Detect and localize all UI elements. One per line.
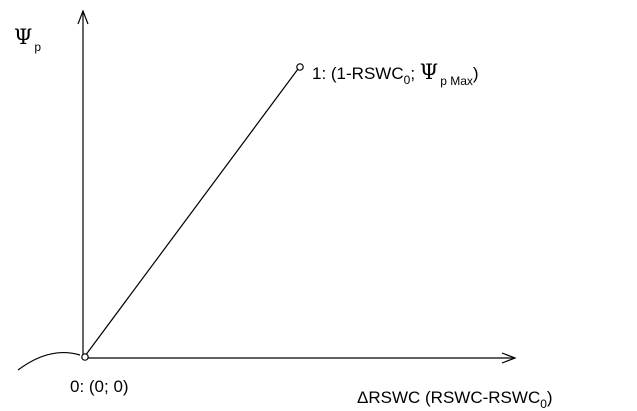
x-axis-arrowhead (501, 352, 517, 364)
x-axis-label: ΔRSWC (RSWC-RSWC0) (357, 388, 553, 411)
y-axis-arrowhead (77, 9, 89, 25)
point-1-marker (296, 63, 304, 71)
origin-curve (17, 352, 81, 371)
point-0-marker (81, 353, 89, 361)
point-0-label: 0: (0; 0) (70, 377, 129, 396)
relation-line (84, 68, 299, 357)
